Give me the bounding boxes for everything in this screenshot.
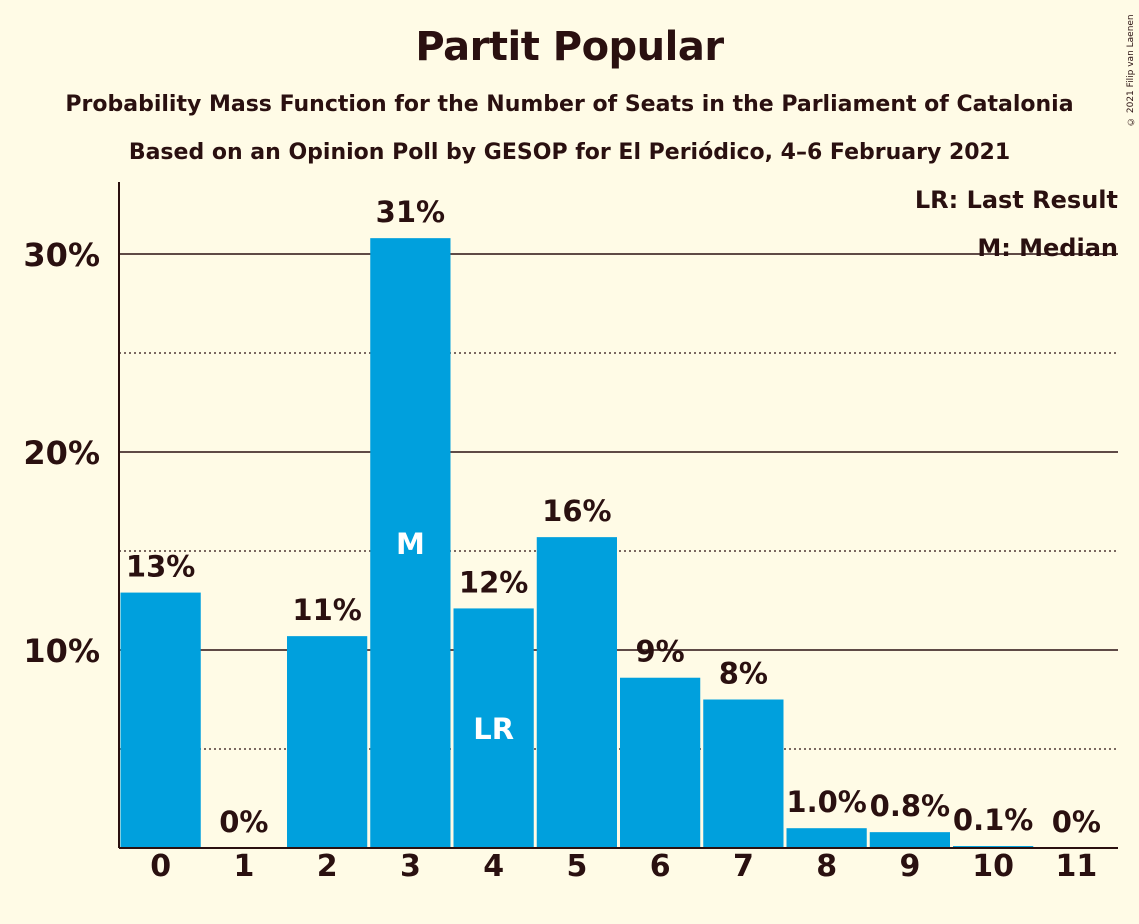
value-label-2: 11% [292, 593, 361, 627]
x-tick-label: 2 [317, 849, 338, 884]
value-label-1: 0% [219, 805, 268, 839]
gridlines [119, 253, 1118, 750]
bar-4 [453, 608, 534, 848]
legend-entry: M: Median [977, 234, 1118, 262]
x-tick-label: 7 [733, 849, 754, 884]
x-tick-label: 9 [899, 849, 920, 884]
bar-3 [370, 238, 451, 848]
value-label-9: 0.8% [870, 789, 950, 823]
bars [120, 238, 1034, 848]
axes: 10% 20% 30% 0 1 2 3 4 5 6 7 8 9 10 11 [23, 182, 1118, 884]
value-label-6: 9% [636, 635, 685, 669]
bar-5 [536, 537, 617, 848]
value-label-4: 12% [459, 565, 528, 599]
y-tick-label: 10% [23, 632, 100, 670]
bar-marker-M: M [396, 527, 425, 561]
bar-9 [869, 832, 950, 848]
value-label-8: 1.0% [786, 785, 866, 819]
x-tick-label: 6 [650, 849, 671, 884]
value-label-0: 13% [126, 550, 195, 584]
x-tick-label: 4 [483, 849, 504, 884]
value-label-10: 0.1% [953, 803, 1033, 837]
bar-8 [786, 828, 867, 848]
bar-2 [287, 636, 368, 848]
x-tick-label: 3 [400, 849, 421, 884]
x-tick-label: 8 [816, 849, 837, 884]
legend: LR: Last Result M: Median [915, 186, 1118, 262]
legend-entry: LR: Last Result [915, 186, 1118, 214]
value-label-11: 0% [1052, 805, 1101, 839]
y-tick-label: 30% [23, 236, 100, 274]
chart-source: Based on an Opinion Poll by GESOP for El… [128, 140, 1011, 165]
x-tick-label: 10 [972, 849, 1014, 884]
x-tick-label: 0 [150, 849, 171, 884]
x-tick-label: 5 [566, 849, 587, 884]
chart-title: Partit Popular [415, 24, 724, 70]
x-tick-label: 1 [233, 849, 254, 884]
bar-marker-LR: LR [473, 712, 514, 746]
x-tick-label: 11 [1056, 849, 1098, 884]
value-labels: 13% 0% 11% 31% M 12% LR 16% 9% 8% 1.0% 0.8% 0.1% 0% [126, 195, 1101, 839]
bar-6 [620, 677, 701, 848]
bar-0 [120, 592, 201, 848]
value-label-3: 31% [376, 195, 445, 229]
value-label-7: 8% [719, 657, 768, 691]
bar-7 [703, 699, 784, 848]
value-label-5: 16% [542, 494, 611, 528]
y-tick-label: 20% [23, 434, 100, 472]
chart-subtitle: Probability Mass Function for the Number… [65, 92, 1074, 117]
